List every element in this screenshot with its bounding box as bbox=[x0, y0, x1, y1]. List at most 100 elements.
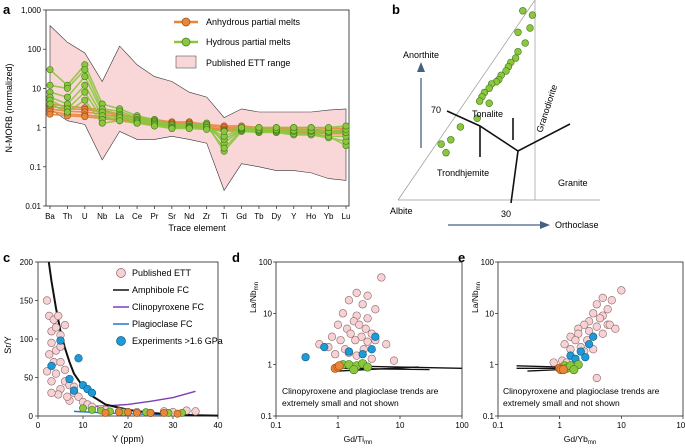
amphibole-fc-line bbox=[527, 368, 560, 372]
ternary-point bbox=[473, 114, 481, 123]
legend-ett-label: Published ETT range bbox=[206, 58, 290, 68]
published-ett-point bbox=[361, 324, 370, 333]
x-tick-label: 0.1 bbox=[492, 421, 504, 430]
y-tick-label: 0 bbox=[29, 412, 34, 421]
published-ett-point bbox=[603, 305, 612, 314]
corner-label-orthoclase: Orthoclase bbox=[555, 220, 599, 230]
ternary-point bbox=[442, 149, 450, 157]
y-tick-label: 1 bbox=[490, 361, 495, 370]
x-tick-label: Nb bbox=[97, 212, 108, 221]
ternary-diagram: Anorthite Albite Orthoclase Tonalite Gra… bbox=[390, 0, 600, 230]
x-tick-label: Ho bbox=[306, 212, 317, 221]
y-tick-label: 200 bbox=[20, 258, 34, 267]
published-ett-point bbox=[389, 356, 399, 365]
published-ett-point bbox=[607, 296, 616, 305]
x-tick-label: Th bbox=[63, 212, 72, 221]
anhydrous-point bbox=[146, 409, 155, 417]
hydrous-point bbox=[81, 81, 89, 89]
ternary-outline bbox=[397, 0, 536, 201]
published-ett-point bbox=[54, 390, 63, 399]
x-tick-label: 20 bbox=[124, 421, 133, 430]
published-ett-point bbox=[592, 300, 601, 309]
experiment-point bbox=[371, 332, 380, 341]
y-tick-label: 100 bbox=[481, 258, 495, 267]
published-ett-point bbox=[191, 407, 200, 416]
experiment-point bbox=[576, 347, 585, 356]
hydrous-point bbox=[363, 362, 373, 372]
hydrous-point bbox=[569, 365, 579, 375]
y-axis-label-d: La/Nbmn bbox=[248, 282, 260, 313]
legend-ett-swatch bbox=[175, 55, 197, 69]
ternary-point bbox=[475, 97, 484, 105]
x-tick-label: 0 bbox=[36, 421, 41, 430]
published-ett-point bbox=[382, 340, 391, 349]
panel-label-e: e bbox=[458, 250, 465, 265]
y-tick-label: 10 bbox=[485, 309, 494, 318]
annotation-d-line1: Clinopyroxene and plagioclase trends are bbox=[282, 386, 439, 396]
published-ett-point bbox=[47, 338, 56, 347]
hydrous-point bbox=[81, 73, 89, 81]
published-ett-point bbox=[592, 373, 601, 383]
ternary-points bbox=[437, 7, 537, 157]
anhydrous-point bbox=[133, 409, 141, 417]
hydrous-point bbox=[220, 127, 228, 135]
published-ett-point bbox=[331, 350, 340, 359]
experiment-point bbox=[358, 350, 367, 359]
plot-frame-e bbox=[497, 261, 684, 417]
ternary-point bbox=[437, 140, 445, 148]
panel-label-b: b bbox=[392, 2, 400, 17]
hydrous-point bbox=[238, 124, 246, 132]
x-tick-label: 0.1 bbox=[270, 421, 282, 430]
points-e bbox=[549, 286, 626, 383]
ternary-point bbox=[502, 67, 510, 75]
plot-frame-a bbox=[45, 9, 350, 207]
anhydrous-point bbox=[101, 409, 110, 417]
experiment-point bbox=[589, 332, 598, 341]
field-label-granodiorite: Granodiorite bbox=[534, 83, 559, 133]
ternary-point bbox=[514, 28, 522, 36]
anhydrous-point bbox=[558, 365, 568, 375]
legend-experiments-label: Experiments >1.6 GPa bbox=[132, 336, 223, 346]
x-tick-label: Dy bbox=[271, 212, 281, 221]
published-ett-point bbox=[371, 305, 380, 314]
legend-amphibole-label: Amphibole FC bbox=[132, 285, 190, 295]
la-nb-vs-gd-yb-plot: 0.1 1 10 100 0.1 1 10 100 La/Nbmn Gd/Ybmn Clino… bbox=[470, 258, 685, 446]
ternary-point bbox=[447, 136, 455, 144]
ternary-point bbox=[526, 24, 534, 32]
ett-range-polygon bbox=[49, 24, 347, 192]
published-ett-point bbox=[47, 377, 56, 386]
published-ett-point bbox=[580, 320, 589, 329]
amphibole-fc-line bbox=[516, 365, 560, 368]
legend-hydrous-label: Hydrous partial melts bbox=[206, 37, 291, 47]
x-tick-label: Ba bbox=[45, 212, 55, 221]
x-tick-label: 100 bbox=[676, 421, 685, 430]
hydrous-point bbox=[63, 108, 71, 116]
ternary-point bbox=[456, 123, 465, 131]
anhydrous-point bbox=[334, 361, 344, 371]
x-tick-label: Zr bbox=[203, 212, 211, 221]
legend-experiments-marker bbox=[116, 336, 126, 346]
x-axis-label-c: Y (ppm) bbox=[112, 434, 144, 444]
experiment-point bbox=[344, 347, 354, 356]
experiment-point bbox=[47, 361, 56, 371]
legend-a: Anhydrous partial melts Hydrous partial … bbox=[174, 17, 301, 69]
x-axis-label: Trace element bbox=[168, 223, 226, 233]
field-boundary-2 bbox=[510, 150, 519, 204]
published-ett-point bbox=[363, 337, 372, 346]
anhydrous-point bbox=[124, 408, 132, 417]
anhydrous-point bbox=[160, 409, 168, 417]
hydrous-point bbox=[168, 124, 176, 132]
x-tick-label: Sr bbox=[168, 212, 176, 221]
published-ett-point bbox=[47, 388, 56, 398]
hydrous-series bbox=[46, 61, 350, 155]
published-ett-point bbox=[60, 321, 70, 330]
hydrous-point bbox=[46, 81, 54, 89]
y-tick-label: 100 bbox=[259, 258, 273, 267]
published-ett-point bbox=[54, 311, 63, 321]
y-tick-label: 1 bbox=[268, 361, 273, 370]
hydrous-point bbox=[185, 124, 193, 132]
legend-published-label: Published ETT bbox=[132, 268, 192, 278]
orthoclase-arrow-head bbox=[540, 221, 550, 229]
hydrous-point bbox=[307, 124, 315, 132]
